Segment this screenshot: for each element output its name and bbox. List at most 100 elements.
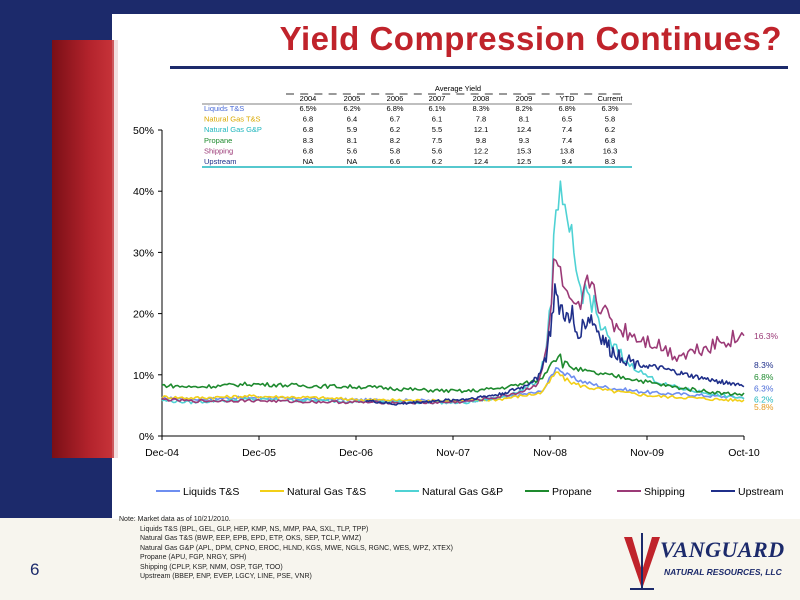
table-column-header: Current	[597, 94, 623, 103]
chart-end-labels: 16.3% 8.3% 6.8%6.3%6.2%5.8%	[754, 331, 779, 412]
table-cell: 9.3	[519, 136, 529, 145]
table-cell: 8.1	[519, 115, 529, 124]
y-tick-label: 30%	[133, 247, 154, 259]
table-cell: 8.3%	[472, 104, 489, 113]
table-cell: 8.1	[347, 136, 357, 145]
table-cell: 5.6	[432, 146, 442, 155]
footer-strip	[0, 518, 800, 600]
table-cell: 6.8%	[558, 104, 575, 113]
table-cell: 5.9	[347, 125, 357, 134]
note-line: Upstream (BBEP, ENP, EVEP, LGCY, LINE, P…	[140, 573, 312, 580]
table-cell: 12.4	[517, 125, 532, 134]
table-cell: 7.5	[432, 136, 442, 145]
x-tick-label: Dec-06	[339, 447, 373, 459]
table-row-label: Propane	[204, 136, 232, 145]
chart-legend: Liquids T&S Natural Gas T&S Natural Gas G&…	[156, 486, 784, 498]
end-value-label: 6.8%	[754, 372, 774, 382]
table-cell: 5.6	[347, 146, 357, 155]
table-cell: 6.2	[432, 157, 442, 166]
end-value-label: 6.3%	[754, 383, 774, 393]
note-line: Propane (APU, FGP, NRGY, SPH)	[140, 554, 247, 561]
table-cell: 6.8	[303, 115, 313, 124]
chart-series	[161, 180, 745, 406]
vanguard-logo: VANGUARD NATURAL RESOURCES, LLC	[620, 527, 790, 595]
table-cell: 6.8	[303, 125, 313, 134]
table-row-label: Upstream	[204, 157, 237, 166]
note-line: Natural Gas T&S (BWP, EEP, EPB, EPD, ETP…	[140, 535, 362, 542]
end-value-label: 16.3%	[754, 331, 779, 341]
logo-name: VANGUARD	[660, 537, 785, 562]
content-panel	[112, 14, 800, 519]
table-cell: 6.5%	[299, 104, 316, 113]
title-underline	[170, 66, 788, 69]
table-row-label: Natural Gas T&S	[204, 115, 261, 124]
table-cell: 9.4	[562, 157, 572, 166]
table-cell: 6.1%	[428, 104, 445, 113]
table-cell: 6.2	[390, 125, 400, 134]
table-cell: 12.4	[474, 157, 489, 166]
table-cell: 6.3%	[601, 104, 618, 113]
table-cell: 6.5	[562, 115, 572, 124]
note-heading: Note: Market data as of 10/21/2010.	[119, 516, 231, 523]
x-tick-label: Oct-10	[728, 447, 760, 459]
table-cell: 6.4	[347, 115, 357, 124]
table-cell: 5.8	[605, 115, 615, 124]
table-cell: 8.3	[605, 157, 615, 166]
table-column-header: 2009	[516, 94, 533, 103]
table-cell: 7.8	[476, 115, 486, 124]
series-line-4	[161, 258, 745, 405]
average-yield-table: Average Yield 2004 2005 2006 2007 2008 2009 YTD…	[202, 84, 632, 168]
y-tick-label: 50%	[133, 125, 154, 137]
series-line-5	[365, 283, 745, 406]
table-column-header: 2008	[473, 94, 490, 103]
table-cell: NA	[347, 157, 357, 166]
table-column-header: 2005	[344, 94, 361, 103]
note-line: Natural Gas G&P (APL, DPM, CPNO, EROC, H…	[140, 544, 453, 552]
chart-axes: 0% 10% 20% 30% 40% 50% Dec-04 Dec-05 Dec-06 Nov-0…	[133, 125, 760, 459]
legend-label: Liquids T&S	[183, 486, 239, 498]
table-cell: 16.3	[603, 146, 618, 155]
table-cell: 7.4	[562, 125, 572, 134]
table-cell: 6.6	[390, 157, 400, 166]
red-accent-shadow	[112, 40, 118, 458]
page-number: 6	[30, 560, 40, 579]
series-line-2	[161, 180, 745, 405]
note-line: Liquids T&S (BPL, GEL, GLP, HEP, KMP, NS…	[140, 525, 369, 533]
y-tick-label: 20%	[133, 309, 154, 321]
logo-subtitle: NATURAL RESOURCES, LLC	[664, 567, 782, 577]
market-data-note: Note: Market data as of 10/21/2010. Liqu…	[119, 515, 453, 582]
table-cell: 13.8	[560, 146, 575, 155]
table-row-label: Liquids T&S	[204, 104, 244, 113]
table-cell: 6.8%	[386, 104, 403, 113]
table-cell: 8.3	[303, 136, 313, 145]
table-cell: 12.2	[474, 146, 489, 155]
y-tick-label: 10%	[133, 370, 154, 382]
table-cell: 12.1	[474, 125, 489, 134]
y-tick-label: 0%	[139, 431, 154, 443]
y-tick-label: 40%	[133, 186, 154, 198]
table-cell: 15.3	[517, 146, 532, 155]
table-cell: NA	[303, 157, 313, 166]
table-cell: 5.5	[432, 125, 442, 134]
table-cell: 8.2	[390, 136, 400, 145]
x-tick-label: Nov-08	[533, 447, 567, 459]
end-value-label: 6.2%	[754, 394, 774, 404]
x-tick-label: Nov-09	[630, 447, 664, 459]
table-cell: 5.8	[390, 146, 400, 155]
table-group-header: Average Yield	[435, 84, 481, 93]
series-line-3	[161, 353, 745, 397]
table-cell: 6.8	[303, 146, 313, 155]
legend-label: Shipping	[644, 486, 685, 498]
table-cell: 6.7	[390, 115, 400, 124]
table-cell: 6.2%	[343, 104, 360, 113]
x-tick-label: Nov-07	[436, 447, 470, 459]
table-cell: 7.4	[562, 136, 572, 145]
note-line: Shipping (CPLP, KSP, NMM, OSP, TGP, TOO)	[140, 563, 283, 571]
table-cell: 12.5	[517, 157, 532, 166]
derrick-icon	[624, 533, 660, 590]
slide-title: Yield Compression Continues?	[279, 20, 782, 57]
legend-label: Natural Gas T&S	[287, 486, 366, 498]
top-navy-bar	[0, 0, 800, 14]
end-value-label: 5.8%	[754, 402, 774, 412]
table-cell: 9.8	[476, 136, 486, 145]
